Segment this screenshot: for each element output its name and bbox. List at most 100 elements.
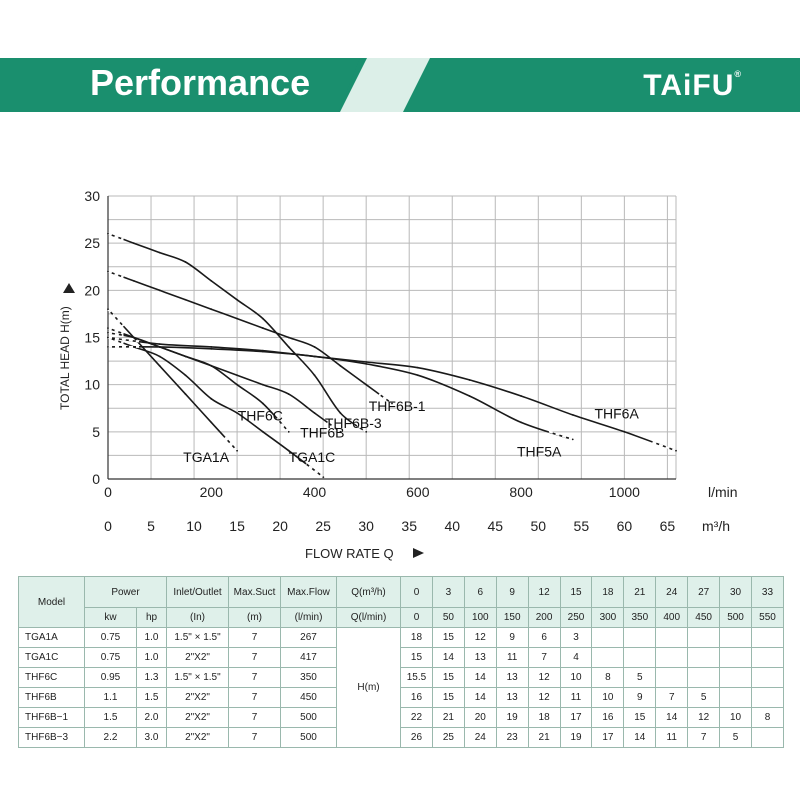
x-tick-label-m3h: 0 (104, 518, 112, 534)
data-point-thf6c (287, 430, 290, 433)
header-cell: 100 (463, 607, 497, 628)
max-suct-cell: 7 (228, 667, 282, 688)
x-tick-label-lmin: 600 (406, 484, 430, 500)
y-tick-label: 15 (84, 330, 100, 346)
hp-cell: 1.0 (135, 647, 168, 668)
x-tick-label-lmin: 200 (200, 484, 224, 500)
model-cell: THF6C (18, 667, 85, 688)
table-row: THF6B−1 1.5 2.0 2"X2" 7 500 22 21 20 19 18 17 16 15 14… (18, 707, 785, 728)
head-value-cell: 14 (431, 647, 465, 668)
table-row: THF6B−3 2.2 3.0 2"X2" 7 500 26 25 24 23 21 19 17 14 11… (18, 727, 785, 748)
kw-cell: 2.2 (84, 727, 137, 748)
data-point-tga1a (158, 364, 161, 367)
data-point-thf6b (287, 393, 290, 395)
data-point-thf6b-1 (391, 402, 393, 405)
head-value-cell: 6 (527, 627, 561, 648)
kw-cell: 0.95 (84, 667, 137, 688)
head-value-cell: 11 (559, 687, 593, 708)
header-cell: 250 (559, 607, 593, 628)
table-header-row: Model Power Inlet/Outlet Max.Suct Max.Flow Q(… (18, 576, 785, 628)
y-tick-label: 20 (84, 282, 100, 298)
head-value-cell: 12 (527, 667, 561, 688)
data-point-tga1a (184, 393, 187, 395)
head-value-cell: 12 (527, 687, 561, 708)
data-point-thf6b-1 (262, 327, 264, 329)
header-cell: (m) (228, 607, 282, 628)
head-value-cell: 18 (400, 627, 433, 648)
data-point-thf6b-3 (339, 412, 342, 414)
performance-chart: 0 5 10 15 20 25 30 0 200 400 600 800 1000 l/min 0 5 10 15… (58, 188, 738, 561)
x-tick-label-m3h: 65 (660, 518, 676, 534)
data-point-thf6b (210, 364, 213, 367)
page-title: Performance (90, 62, 311, 103)
data-point-tga1c (287, 449, 290, 452)
data-point-thf6b-3 (107, 232, 109, 235)
model-cell: THF6B−1 (18, 707, 85, 728)
curve-thf6a (107, 336, 677, 452)
head-value-cell: 19 (495, 707, 529, 728)
curve-dash-end (649, 440, 677, 452)
header-cell: Max.Suct (228, 576, 282, 608)
head-value-cell (687, 647, 721, 668)
data-point-thf6a (675, 449, 677, 452)
x-tick-label-m3h: 55 (574, 518, 590, 534)
brand-logo: TAiFU® (643, 69, 742, 103)
curve-dash-start (107, 270, 124, 279)
data-point-thf6b-1 (107, 270, 109, 273)
head-value-cell: 10 (719, 707, 752, 728)
head-value-cell: 22 (400, 707, 433, 728)
spec-table-head: Model Power Inlet/Outlet Max.Suct Max.Flow Q(… (18, 576, 785, 628)
header-cell: 18 (591, 576, 625, 608)
data-point-thf6b-3 (365, 430, 368, 433)
x-unit-lmin: l/min (708, 484, 738, 500)
head-value-cell: 4 (559, 647, 593, 668)
x-tick-label-m3h: 10 (186, 518, 202, 534)
head-value-cell: 3 (559, 627, 593, 648)
inlet-cell: 1.5" × 1.5" (166, 667, 230, 688)
data-point-thf6b-3 (262, 317, 264, 320)
y-tick-label: 25 (84, 235, 100, 251)
max-flow-cell: 350 (280, 667, 338, 688)
spec-table-body: TGA1A 0.75 1.0 1.5" × 1.5" 7 267 H(m) 18 15 12 9 6 3… (18, 627, 785, 748)
head-value-cell: 12 (687, 707, 721, 728)
header-cell: 50 (431, 607, 465, 628)
head-value-cell: 15 (431, 667, 465, 688)
header-cell: 27 (687, 576, 721, 608)
header-model: Model (18, 576, 85, 628)
data-point-thf6b-1 (184, 298, 187, 301)
x-tick-label-m3h: 60 (617, 518, 633, 534)
y-tick-label: 0 (92, 471, 100, 487)
head-value-cell: 23 (495, 727, 529, 748)
head-value-cell: 15.5 (400, 667, 433, 688)
head-value-cell (750, 647, 785, 668)
head-value-cell: 8 (591, 667, 625, 688)
data-point-thf6b (184, 355, 187, 358)
head-value-cell: 15 (431, 687, 465, 708)
head-value-cell: 7 (687, 727, 721, 748)
head-value-cell: 19 (559, 727, 593, 748)
head-value-cell: 16 (591, 707, 625, 728)
y-tick-label: 30 (84, 188, 100, 204)
y-tick-label: 10 (84, 377, 100, 393)
header-cell: 9 (495, 576, 529, 608)
head-value-cell: 8 (750, 707, 785, 728)
head-value-cell (719, 687, 752, 708)
brand-logo-text: TAiFU (643, 69, 735, 102)
data-point-thf6c (262, 402, 264, 405)
data-point-thf6a (262, 349, 264, 352)
series-label-tga1c: TGA1C (289, 449, 336, 465)
curve-thf6b-1 (107, 270, 393, 405)
head-value-cell: 11 (495, 647, 529, 668)
header-cell: Inlet/Outlet (166, 576, 230, 608)
header-power: Power (83, 576, 168, 608)
head-value-cell: 21 (431, 707, 465, 728)
data-point-thf6a (107, 336, 109, 339)
kw-cell: 1.1 (84, 687, 137, 708)
data-point-thf5a (416, 374, 419, 377)
head-value-cell: 17 (559, 707, 593, 728)
head-value-cell: 15 (400, 647, 433, 668)
data-point-thf5a (571, 438, 574, 441)
y-axis-arrow-icon (63, 283, 75, 293)
max-flow-cell: 450 (280, 687, 338, 708)
header-cell: Max.Flow (280, 576, 338, 608)
